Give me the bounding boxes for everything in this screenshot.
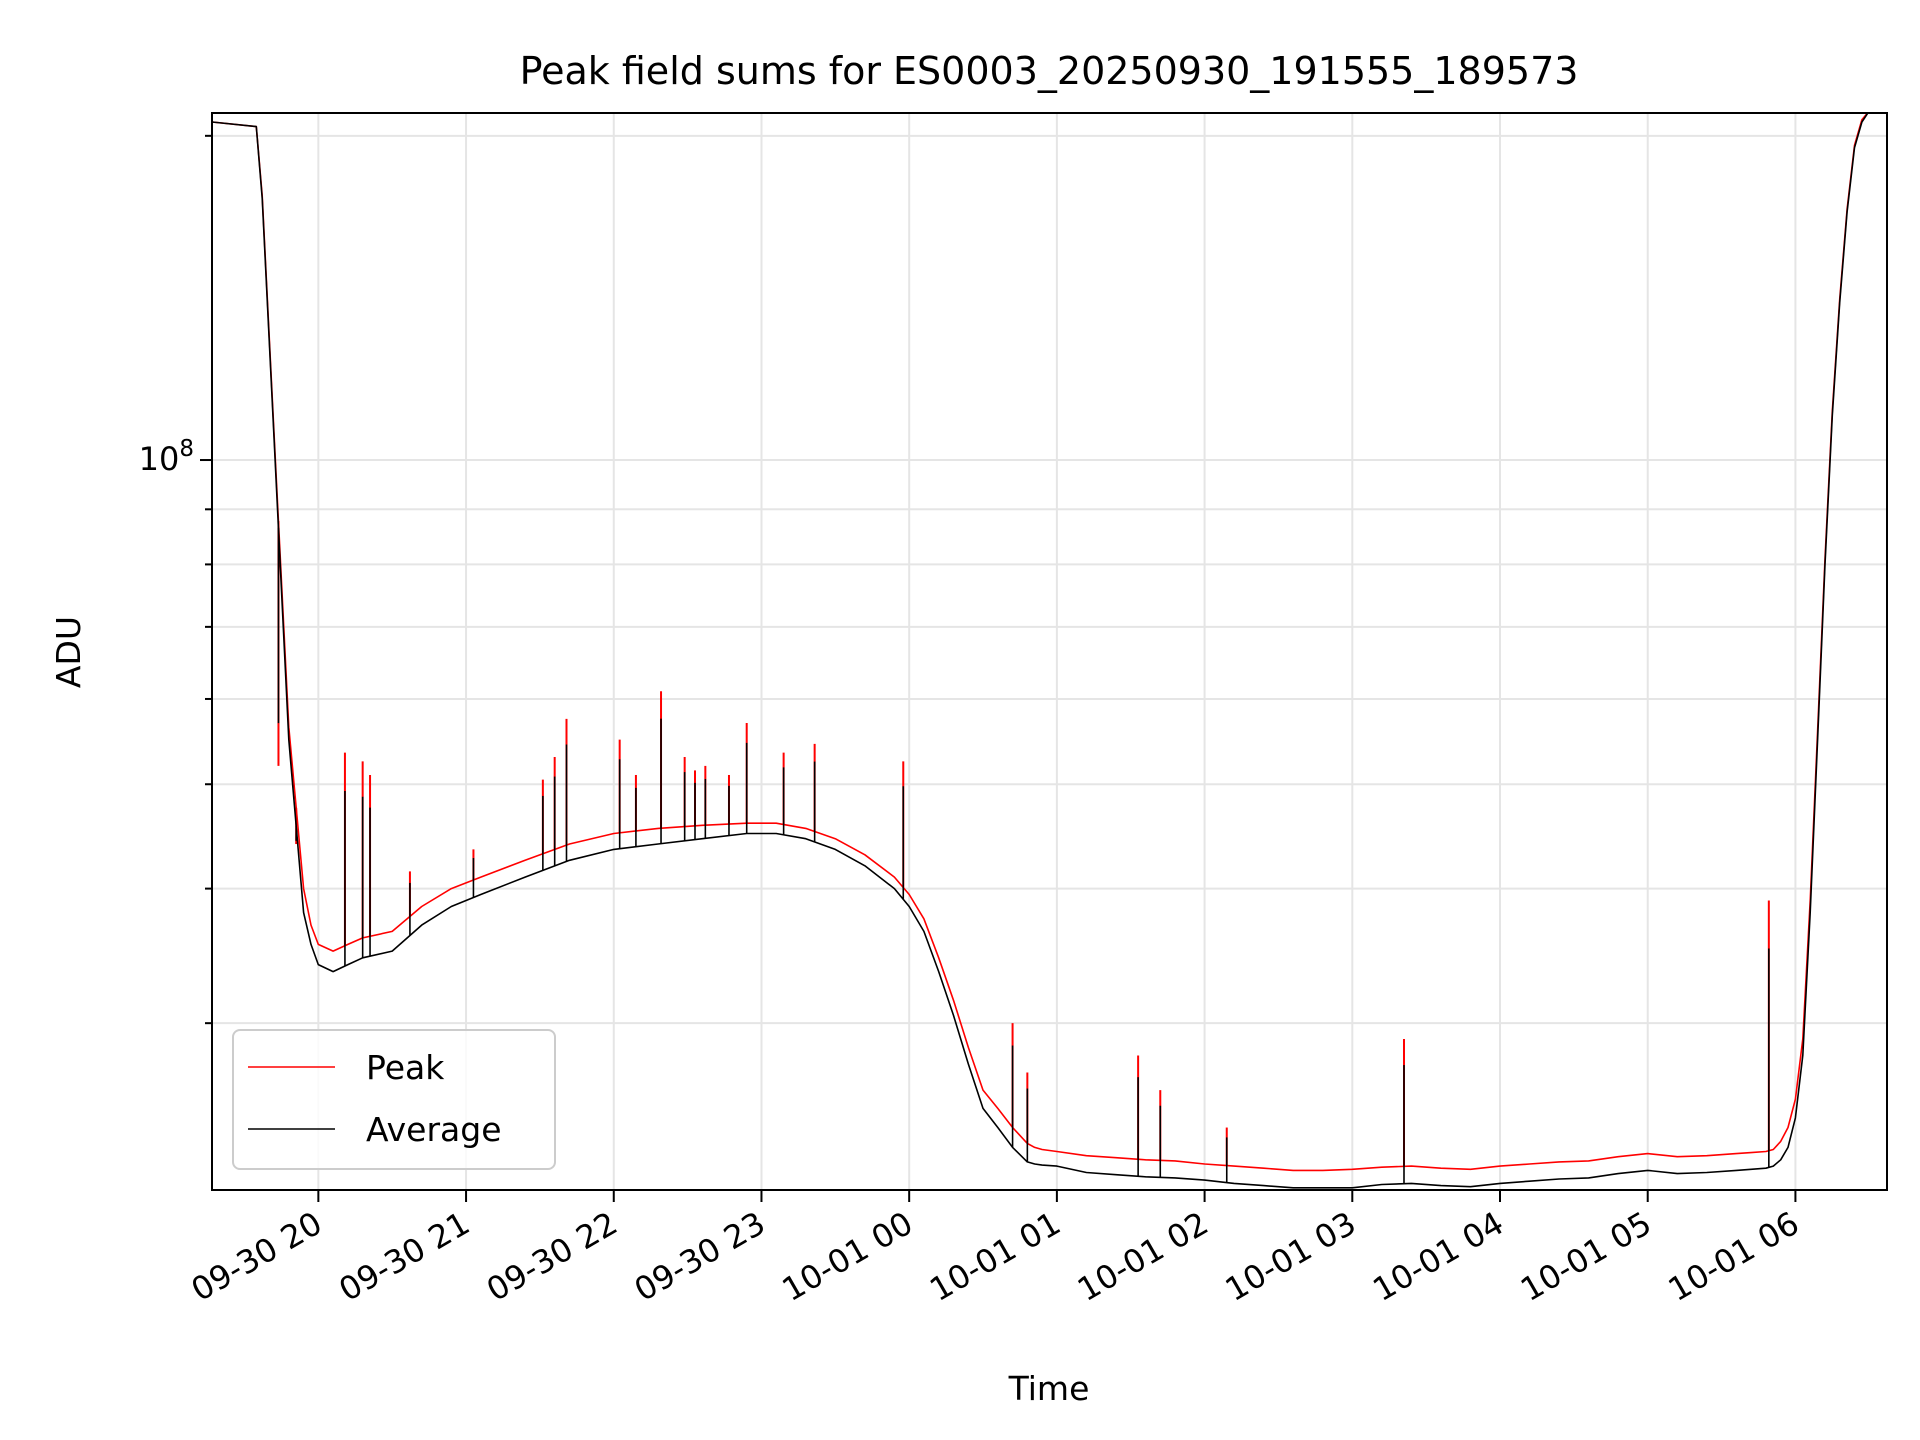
legend-box [232,1029,556,1170]
y-tick-label: 108 [139,436,194,478]
peak-series-line [212,113,1869,1172]
plot-frame [211,112,1888,1191]
legend: Peak Average [232,1029,556,1170]
plot-series [212,113,1869,1189]
y-axis-label: ADU [49,616,88,688]
chart-title: Peak field sums for ES0003_20250930_1915… [520,49,1579,93]
x-axis-label: Time [1008,1369,1090,1408]
average-series-line [212,113,1869,1189]
legend-label-average: Average [366,1110,502,1149]
grid [212,113,1887,1190]
legend-label-peak: Peak [366,1048,445,1087]
